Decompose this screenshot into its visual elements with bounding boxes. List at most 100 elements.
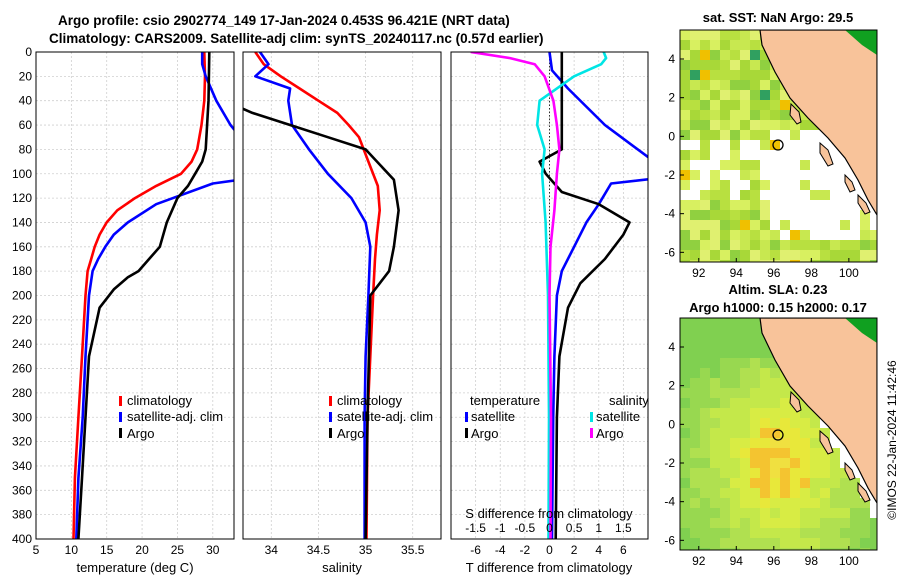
map-pixel bbox=[770, 478, 780, 488]
map-pixel bbox=[740, 80, 750, 90]
map-pixel bbox=[740, 190, 750, 200]
map-pixel bbox=[730, 30, 740, 40]
map-pixel bbox=[860, 498, 870, 508]
map-pixel bbox=[790, 130, 800, 140]
map-pixel bbox=[680, 498, 690, 508]
sst-map bbox=[679, 29, 878, 263]
chart-title-line1: Argo profile: csio 2902774_149 17-Jan-20… bbox=[58, 13, 510, 28]
map-pixel bbox=[770, 488, 780, 498]
map-pixel bbox=[750, 40, 760, 50]
map-pixel bbox=[710, 458, 720, 468]
map-pixel bbox=[720, 408, 730, 418]
map-pixel bbox=[790, 100, 800, 110]
map-pixel bbox=[830, 538, 840, 548]
map-pixel bbox=[780, 100, 790, 110]
map-pixel bbox=[690, 200, 700, 210]
map-pixel bbox=[770, 448, 780, 458]
map-pixel bbox=[740, 90, 750, 100]
map-pixel bbox=[810, 548, 820, 550]
map-pixel bbox=[710, 328, 720, 338]
map-pixel bbox=[740, 358, 750, 368]
map-pixel bbox=[680, 398, 690, 408]
map-pixel bbox=[680, 120, 690, 130]
map-lat-label: 2 bbox=[668, 91, 675, 105]
x-tick-label: 4 bbox=[595, 543, 602, 557]
x-tick-label: 0 bbox=[546, 543, 553, 557]
map-lon-label: 98 bbox=[805, 554, 819, 568]
map-pixel bbox=[740, 468, 750, 478]
map-pixel bbox=[710, 210, 720, 220]
map-pixel bbox=[680, 60, 690, 70]
map-pixel bbox=[840, 250, 850, 260]
map-pixel bbox=[720, 250, 730, 260]
map-pixel bbox=[850, 518, 860, 528]
x-tick-label: 5 bbox=[33, 543, 40, 557]
map-pixel bbox=[860, 548, 870, 550]
depth-tick-label: 80 bbox=[19, 142, 33, 156]
map-pixel bbox=[770, 418, 780, 428]
map-pixel bbox=[690, 528, 700, 538]
malaysia-landmass-sla bbox=[845, 318, 877, 343]
map-pixel bbox=[730, 150, 740, 160]
map-pixel bbox=[700, 240, 710, 250]
map-pixel bbox=[750, 528, 760, 538]
depth-tick-label: 260 bbox=[12, 362, 32, 376]
map-pixel bbox=[700, 478, 710, 488]
map-pixel bbox=[690, 110, 700, 120]
map-pixel bbox=[770, 388, 780, 398]
map-pixel bbox=[810, 190, 820, 200]
s-diff-tick-label: 0 bbox=[546, 521, 553, 535]
map-pixel bbox=[720, 328, 730, 338]
depth-tick-label: 160 bbox=[12, 240, 32, 254]
map-pixel bbox=[770, 110, 780, 120]
map-pixel bbox=[760, 478, 770, 488]
map-pixel bbox=[740, 378, 750, 388]
map-pixel bbox=[730, 418, 740, 428]
map-pixel bbox=[750, 250, 760, 260]
map-pixel bbox=[690, 338, 700, 348]
diff-legend-temp-argo: Argo bbox=[471, 426, 498, 441]
map-pixel bbox=[700, 328, 710, 338]
map-pixel bbox=[690, 398, 700, 408]
map-pixel bbox=[700, 508, 710, 518]
map-pixel bbox=[770, 70, 780, 80]
x-tick-label: 34 bbox=[265, 543, 279, 557]
depth-tick-label: 300 bbox=[12, 410, 32, 424]
map-pixel bbox=[760, 538, 770, 548]
map-pixel bbox=[820, 190, 830, 200]
map-pixel bbox=[740, 120, 750, 130]
map-pixel bbox=[870, 240, 877, 250]
map-pixel bbox=[750, 50, 760, 60]
map-pixel bbox=[730, 160, 740, 170]
map-pixel bbox=[750, 378, 760, 388]
map-pixel bbox=[720, 180, 730, 190]
map-pixel bbox=[730, 408, 740, 418]
map-pixel bbox=[770, 80, 780, 90]
map-pixel bbox=[840, 548, 850, 550]
map-pixel bbox=[760, 110, 770, 120]
map-pixel bbox=[680, 80, 690, 90]
map-lon-label: 100 bbox=[839, 554, 859, 568]
map-pixel bbox=[710, 30, 720, 40]
map-pixel bbox=[700, 378, 710, 388]
map-pixel bbox=[740, 488, 750, 498]
map-pixel bbox=[700, 60, 710, 70]
map-pixel bbox=[820, 250, 830, 260]
map-pixel bbox=[720, 358, 730, 368]
map-pixel bbox=[730, 240, 740, 250]
map-pixel bbox=[720, 70, 730, 80]
map-pixel bbox=[770, 458, 780, 468]
depth-tick-label: 0 bbox=[25, 45, 32, 59]
map-pixel bbox=[840, 478, 850, 488]
map-pixel bbox=[690, 468, 700, 478]
map-pixel bbox=[740, 428, 750, 438]
map-pixel bbox=[690, 240, 700, 250]
map-pixel bbox=[690, 100, 700, 110]
map-pixel bbox=[790, 478, 800, 488]
map-pixel bbox=[710, 170, 720, 180]
map-pixel bbox=[810, 488, 820, 498]
x-tick-label: 25 bbox=[171, 543, 185, 557]
map-pixel bbox=[740, 408, 750, 418]
map-pixel bbox=[780, 488, 790, 498]
map-pixel bbox=[680, 250, 690, 260]
